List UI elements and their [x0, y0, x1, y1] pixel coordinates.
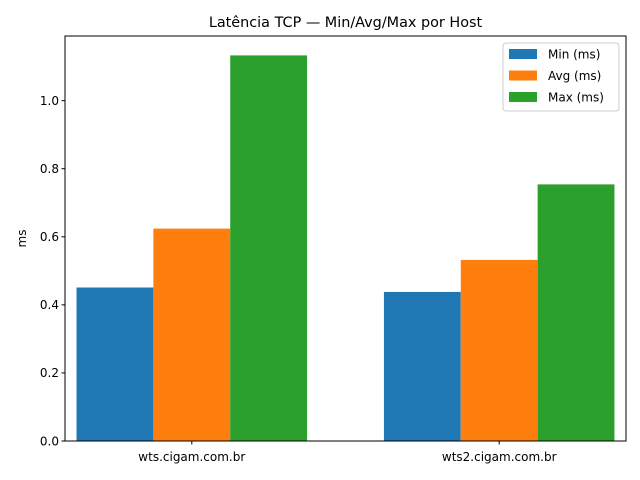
bar-avg-ms-1 — [460, 259, 538, 441]
y-tick-label: 0.4 — [40, 298, 59, 312]
bar-avg-ms-0 — [153, 228, 231, 441]
y-tick-label: 0.8 — [40, 162, 59, 176]
legend: Min (ms) Avg (ms) Max (ms) — [502, 42, 620, 112]
legend-label: Min (ms) — [548, 47, 600, 61]
y-tick-label: 0.2 — [40, 366, 59, 380]
y-axis: 0.0 0.2 0.4 0.6 0.8 1.0 — [40, 94, 65, 448]
legend-swatch — [509, 49, 537, 59]
bars-group — [76, 55, 615, 442]
legend-label: Max (ms) — [548, 90, 604, 104]
legend-swatch — [509, 70, 537, 81]
chart-title: Latência TCP — Min/Avg/Max por Host — [209, 15, 483, 31]
bar-max-ms-1 — [537, 184, 615, 442]
x-tick-label: wts.cigam.com.br — [138, 450, 245, 464]
legend-swatch — [509, 92, 537, 102]
bar-min-ms-1 — [383, 291, 461, 441]
x-axis: wts.cigam.com.br wts2.cigam.com.br — [138, 441, 557, 464]
axes-frame — [64, 35, 627, 442]
x-tick-label: wts2.cigam.com.br — [442, 450, 557, 464]
y-tick-label: 0.6 — [40, 230, 59, 244]
legend-label: Avg (ms) — [548, 69, 601, 83]
bar-max-ms-0 — [230, 55, 308, 441]
y-tick-label: 1.0 — [40, 94, 59, 108]
y-axis-label: ms — [15, 230, 29, 248]
y-tick-label: 0.0 — [40, 434, 59, 448]
bar-min-ms-0 — [76, 287, 154, 441]
